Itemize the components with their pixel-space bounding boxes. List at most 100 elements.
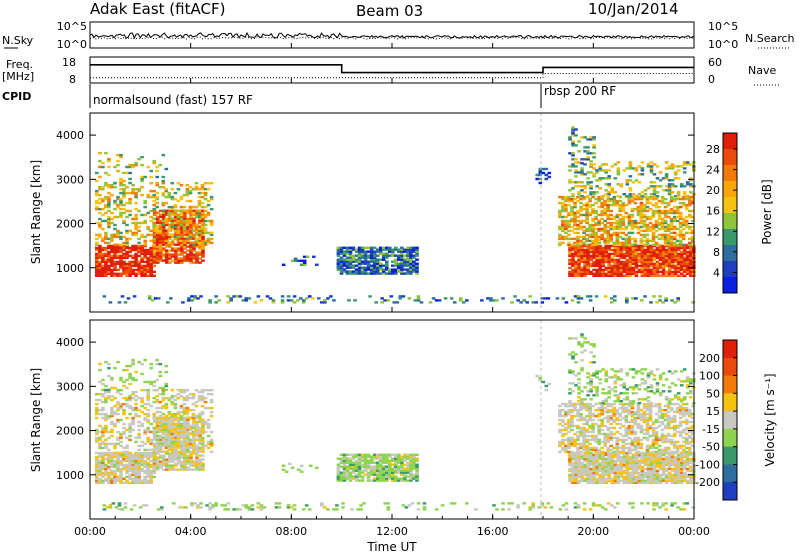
heatmap-cell (210, 182, 214, 184)
heatmap-cell (352, 270, 356, 272)
heatmap-cell (655, 220, 659, 222)
heatmap-cell (113, 186, 117, 188)
heatmap-cell (122, 180, 126, 182)
heatmap-cell (152, 275, 156, 277)
heatmap-cell (95, 180, 99, 182)
heatmap-cell (565, 301, 569, 303)
heatmap-cell (535, 174, 539, 176)
heatmap-cell (204, 192, 208, 194)
heatmap-cell (674, 185, 678, 187)
heatmap-cell (613, 295, 617, 297)
heatmap-cell (149, 423, 153, 425)
heatmap-cell (513, 295, 517, 297)
heatmap-cell (664, 297, 668, 299)
heatmap-cell (239, 295, 243, 297)
heatmap-cell (149, 176, 153, 178)
heatmap-cell (107, 174, 111, 176)
heatmap-cell (128, 214, 132, 216)
heatmap-cell (110, 421, 114, 423)
heatmap-cell (337, 259, 341, 261)
heatmap-cell (397, 249, 401, 251)
heatmap-cell (201, 458, 205, 460)
heatmap-cell (595, 169, 599, 171)
heatmap-cell (683, 167, 687, 169)
heatmap-cell (171, 395, 175, 397)
heatmap-cell (140, 445, 144, 447)
heatmap-cell (116, 170, 120, 172)
heatmap-cell (625, 204, 629, 206)
heatmap-cell (119, 441, 123, 443)
heatmap-cell (140, 222, 144, 224)
heatmap-cell (119, 419, 123, 421)
heatmap-cell (640, 234, 644, 236)
heatmap-cell (210, 415, 214, 417)
heatmap-cell (415, 464, 419, 466)
heatmap-cell (125, 397, 129, 399)
heatmap-cell (382, 268, 386, 270)
heatmap-cell (210, 399, 214, 401)
heatmap-cell (495, 299, 499, 301)
heatmap-cell (610, 301, 614, 303)
heatmap-cell (110, 435, 114, 437)
heatmap-cell (453, 301, 457, 303)
heatmap-cell (374, 301, 378, 303)
heatmap-cell (287, 295, 291, 297)
heatmap-cell (201, 405, 205, 407)
heatmap-cell (148, 295, 152, 297)
heatmap-cell (210, 393, 214, 395)
heatmap-cell (134, 441, 138, 443)
heatmap-cell (641, 161, 645, 163)
heatmap-cell (101, 162, 105, 164)
heatmap-cell (159, 164, 163, 166)
heatmap-cell (98, 152, 102, 154)
heatmap-cell (186, 210, 190, 212)
heatmap-cell (210, 407, 214, 409)
heatmap-cell (95, 403, 99, 405)
heatmap-cell (198, 427, 202, 429)
colorbar-swatch (723, 165, 737, 182)
heatmap-cell (95, 242, 99, 244)
heatmap-cell (124, 301, 128, 303)
heatmap-cell (201, 242, 205, 244)
heatmap-cell (128, 172, 132, 174)
heatmap-cell (539, 377, 543, 379)
heatmap-cell (412, 474, 416, 476)
heatmap-cell (594, 222, 598, 224)
heatmap-cell (140, 363, 144, 365)
heatmap-cell (110, 255, 114, 257)
heatmap-cell (399, 295, 403, 297)
heatmap-cell (352, 454, 356, 456)
heatmap-cell (201, 222, 205, 224)
heatmap-cell (162, 180, 166, 182)
heatmap-cell (412, 261, 416, 263)
heatmap-cell (146, 166, 150, 168)
heatmap-cell (125, 480, 129, 482)
heatmap-cell (155, 226, 159, 228)
heatmap-cell (294, 258, 298, 260)
heatmap-cell (589, 295, 593, 297)
heatmap-cell (119, 393, 123, 395)
heatmap-cell (140, 214, 144, 216)
heatmap-cell (397, 477, 401, 479)
heatmap-cell (128, 182, 132, 184)
heatmap-cell (420, 301, 424, 303)
heatmap-cell (140, 411, 144, 413)
heatmap-cell (564, 196, 568, 198)
heatmap-cell (677, 169, 681, 171)
heatmap-cell (444, 297, 448, 299)
heatmap-cell (140, 423, 144, 425)
heatmap-cell (159, 363, 163, 365)
heatmap-cell (143, 220, 147, 222)
heatmap-cell (140, 397, 144, 399)
heatmap-cell (525, 301, 529, 303)
heatmap-cell (152, 218, 156, 220)
heatmap-cell (171, 413, 175, 415)
heatmap-cell (171, 447, 175, 449)
heatmap-cell (207, 419, 211, 421)
heatmap-cell (165, 403, 169, 405)
heatmap-cell (116, 361, 120, 363)
heatmap-cell (308, 295, 312, 297)
heatmap-cell (306, 256, 310, 258)
heatmap-cell (670, 236, 674, 238)
heatmap-cell (195, 445, 199, 447)
